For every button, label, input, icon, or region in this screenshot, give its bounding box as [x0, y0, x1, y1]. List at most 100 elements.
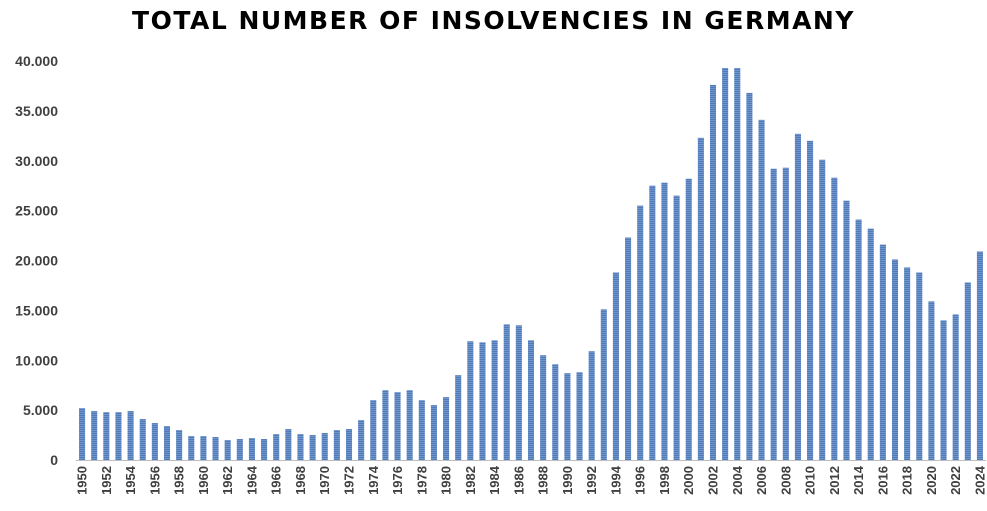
bar-1981: [455, 375, 462, 460]
bar-2007: [770, 168, 777, 461]
x-tick-label: 2020: [924, 466, 939, 495]
bar-1962: [224, 440, 231, 460]
y-tick-label: 25.000: [15, 203, 58, 219]
bar-1973: [358, 420, 365, 460]
bar-1959: [188, 436, 195, 460]
bar-1960: [200, 436, 207, 460]
bar-1992: [588, 351, 595, 460]
bar-2000: [685, 178, 692, 460]
bar-2021: [940, 320, 947, 460]
x-tick-label: 1996: [633, 466, 648, 495]
bar-1974: [370, 400, 377, 460]
x-tick-label: 1994: [608, 465, 623, 495]
bar-2014: [855, 219, 862, 460]
x-tick-label: 1970: [317, 466, 332, 495]
bar-1995: [625, 237, 632, 460]
y-tick-label: 30.000: [15, 153, 58, 169]
x-tick-label: 2008: [778, 466, 793, 495]
bar-1971: [333, 430, 340, 460]
bar-1985: [503, 324, 510, 460]
x-tick-label: 1998: [657, 466, 672, 495]
bar-2020: [928, 301, 935, 460]
bar-2004: [734, 67, 741, 460]
x-tick-label: 2012: [827, 466, 842, 495]
x-tick-label: 1952: [99, 466, 114, 495]
bar-2001: [697, 137, 704, 460]
x-tick-label: 1960: [196, 466, 211, 495]
bar-2018: [904, 267, 911, 460]
x-tick-label: 1962: [220, 466, 235, 495]
x-tick-label: 2004: [730, 465, 745, 495]
bar-1975: [382, 390, 389, 460]
x-tick-label: 2014: [851, 465, 866, 495]
y-tick-label: 35.000: [15, 103, 58, 119]
bar-1951: [91, 411, 98, 460]
bar-1966: [273, 434, 280, 460]
bar-2006: [758, 119, 765, 460]
y-tick-label: 10.000: [15, 352, 58, 368]
bar-1990: [564, 373, 571, 460]
x-tick-label: 1954: [123, 465, 138, 495]
bar-1989: [552, 364, 559, 460]
x-tick-label: 1964: [244, 465, 259, 495]
bar-2024: [976, 251, 983, 460]
y-tick-label: 20.000: [15, 253, 58, 269]
bar-1994: [612, 272, 619, 460]
x-tick-label: 1974: [366, 465, 381, 495]
x-tick-label: 2000: [681, 466, 696, 495]
bar-1970: [321, 433, 328, 460]
bar-2019: [916, 272, 923, 460]
x-tick-label: 2024: [972, 465, 987, 495]
bar-1986: [515, 325, 522, 460]
x-tick-label: 1980: [439, 466, 454, 495]
bar-2003: [722, 67, 729, 460]
x-tick-label: 2016: [875, 466, 890, 495]
bar-1999: [673, 195, 680, 460]
bar-1993: [600, 309, 607, 460]
chart-title: TOTAL NUMBER OF INSOLVENCIES IN GERMANY: [132, 6, 855, 35]
x-tick-label: 2006: [754, 466, 769, 495]
y-tick-label: 40.000: [15, 53, 58, 69]
x-tick-label: 1956: [147, 466, 162, 495]
bar-2012: [831, 177, 838, 460]
bar-2002: [709, 84, 717, 460]
bar-2023: [964, 282, 971, 460]
x-tick-label: 1990: [560, 466, 575, 495]
bar-1954: [127, 411, 134, 460]
y-tick-label: 5.000: [23, 402, 58, 418]
bar-1968: [297, 434, 304, 460]
bar-1991: [576, 372, 583, 460]
bar-1972: [345, 429, 353, 460]
bar-2008: [782, 167, 789, 461]
bar-2010: [807, 140, 814, 461]
x-tick-label: 1992: [584, 466, 599, 495]
bar-1977: [406, 390, 413, 460]
x-tick-label: 1972: [342, 466, 357, 495]
bar-1950: [79, 408, 86, 460]
bar-1964: [248, 438, 255, 460]
y-tick-label: 15.000: [15, 302, 58, 318]
bar-2015: [867, 228, 874, 460]
bar-1967: [285, 429, 292, 460]
bar-2016: [879, 244, 886, 460]
bar-1978: [418, 400, 425, 460]
x-tick-label: 1982: [463, 466, 478, 495]
bar-1961: [212, 437, 219, 460]
x-tick-label: 1978: [414, 466, 429, 495]
bar-1958: [176, 430, 183, 460]
bar-2022: [952, 314, 959, 460]
bar-1976: [394, 392, 401, 460]
bar-1979: [430, 405, 437, 460]
x-tick-label: 1976: [390, 466, 405, 495]
x-tick-label: 2002: [706, 466, 721, 495]
bar-1956: [151, 423, 158, 460]
x-tick-label: 2010: [803, 466, 818, 495]
bar-2009: [794, 133, 801, 460]
bar-1980: [443, 397, 450, 460]
bar-1996: [637, 205, 644, 460]
bar-1988: [540, 355, 547, 460]
x-tick-label: 1988: [536, 466, 551, 495]
bar-1957: [163, 426, 171, 460]
bar-1982: [467, 341, 474, 460]
